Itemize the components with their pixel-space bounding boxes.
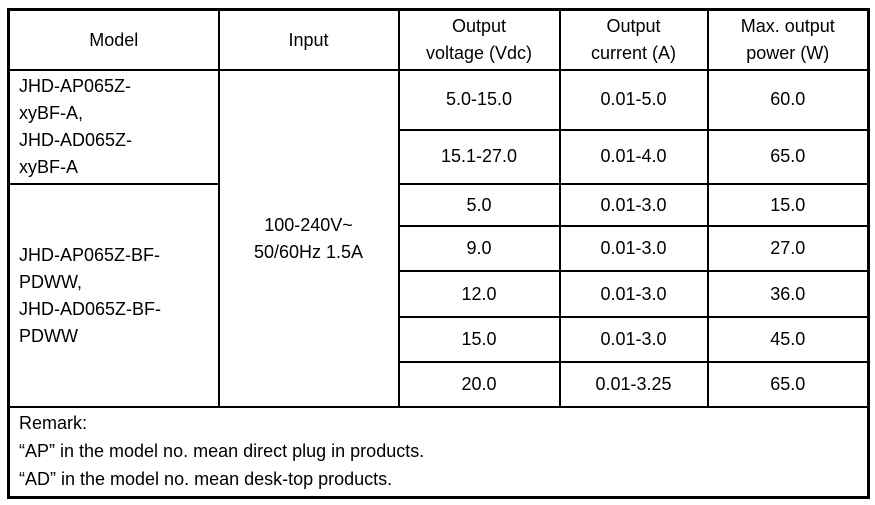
current-cell: 0.01-3.0 (558, 316, 709, 363)
power-spec-table: Model Input Output voltage (Vdc) Output … (7, 8, 870, 499)
col-header-input: Input (217, 8, 400, 71)
power-cell: 65.0 (706, 361, 870, 408)
power-cell: 60.0 (706, 69, 870, 131)
col-header-max-output-power: Max. output power (W) (706, 8, 870, 71)
table-row: 15.0 0.01-3.0 45.0 (9, 316, 870, 363)
table-row: JHD-AP065Z-BF- PDWW, JHD-AD065Z-BF- PDWW… (7, 183, 870, 408)
voltage-cell: 12.0 (397, 270, 561, 318)
power-cell: 15.0 (706, 183, 870, 227)
col-header-output-current: Output current (A) (558, 8, 709, 71)
voltage-cell: 15.1-27.0 (397, 128, 561, 186)
table-row: 9.0 0.01-3.0 27.0 (9, 225, 870, 272)
remark-text: Remark: “AP” in the model no. mean direc… (7, 405, 870, 499)
current-cell: 0.01-4.0 (558, 128, 709, 186)
input-cell: 100-240V~ 50/60Hz 1.5A (217, 69, 400, 408)
header-row: Model Input Output voltage (Vdc) Output … (7, 8, 870, 71)
voltage-cell: 5.0 (397, 183, 561, 227)
table-row: 15.1-27.0 0.01-4.0 65.0 (9, 128, 870, 186)
table-row: 12.0 0.01-3.0 36.0 (9, 270, 870, 318)
current-cell: 0.01-3.0 (558, 270, 709, 318)
current-cell: 0.01-5.0 (558, 69, 709, 131)
voltage-cell: 9.0 (397, 225, 561, 272)
table-row: 20.0 0.01-3.25 65.0 (9, 361, 870, 408)
power-cell: 45.0 (706, 316, 870, 363)
voltage-cell: 5.0-15.0 (397, 69, 561, 131)
current-cell: 0.01-3.0 (558, 225, 709, 272)
power-cell: 36.0 (706, 270, 870, 318)
voltage-cell: 15.0 (397, 316, 561, 363)
col-header-model: Model (7, 8, 220, 71)
col-header-output-voltage: Output voltage (Vdc) (397, 8, 561, 71)
power-cell: 27.0 (706, 225, 870, 272)
model-group-a-cell: JHD-AP065Z- xyBF-A, JHD-AD065Z- xyBF-A (7, 69, 220, 185)
model-group-b-cell: JHD-AP065Z-BF- PDWW, JHD-AD065Z-BF- PDWW (7, 183, 220, 408)
voltage-cell: 20.0 (397, 361, 561, 408)
table-row: JHD-AP065Z- xyBF-A, JHD-AD065Z- xyBF-A 1… (7, 69, 870, 408)
remark-row: Remark: “AP” in the model no. mean direc… (7, 405, 870, 499)
current-cell: 0.01-3.0 (558, 183, 709, 227)
current-cell: 0.01-3.25 (558, 361, 709, 408)
power-cell: 65.0 (706, 128, 870, 186)
